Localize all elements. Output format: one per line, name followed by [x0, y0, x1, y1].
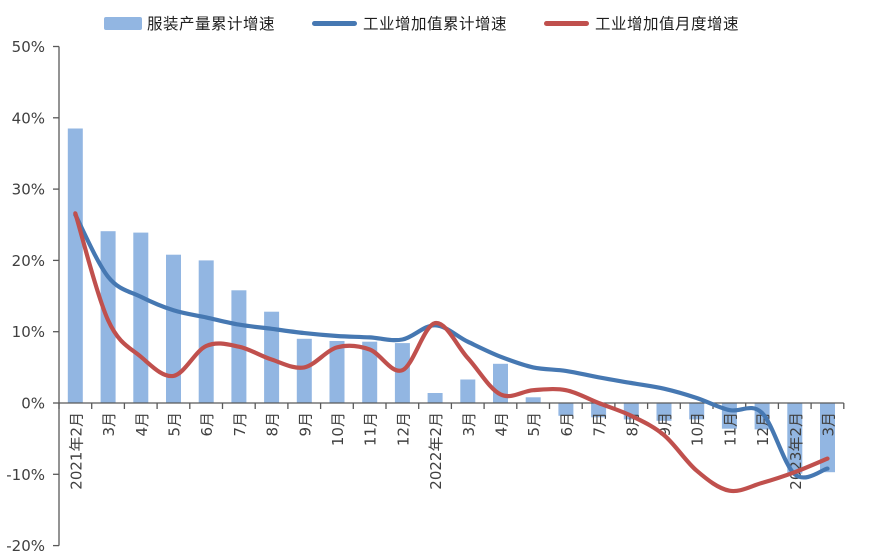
legend-label-iva-cumulative: 工业增加值累计增速	[363, 15, 508, 33]
bar	[362, 341, 378, 403]
blue-line-swatch-icon	[312, 20, 358, 26]
x-axis-label: 4月	[133, 412, 151, 437]
x-axis-label: 6月	[198, 412, 216, 437]
bar	[166, 254, 181, 403]
x-axis-label: 5月	[165, 412, 183, 437]
x-axis-label: 3月	[460, 412, 478, 437]
y-axis-label: -20%	[6, 537, 45, 555]
bar	[525, 397, 541, 403]
bar	[133, 232, 149, 403]
x-axis-label: 3月	[819, 412, 837, 437]
x-axis-label: 7月	[591, 412, 609, 437]
x-axis-label: 7月	[231, 412, 249, 437]
y-axis-label: 50%	[12, 38, 45, 56]
x-axis-label: 2022年2月	[427, 412, 445, 490]
cumulative-growth-line	[73, 212, 830, 480]
y-axis-label: 30%	[12, 181, 45, 199]
bar	[558, 403, 574, 416]
bar	[394, 343, 410, 403]
x-axis-label: 4月	[492, 412, 510, 437]
chart-legend: 服装产量累计增速 工业增加值累计增速 工业增加值月度增速	[104, 12, 739, 34]
bar	[198, 260, 214, 403]
bar-series-swatch-icon	[104, 16, 142, 30]
bar	[427, 393, 443, 403]
x-axis-label: 2021年2月	[67, 412, 85, 490]
x-axis-label: 12月	[394, 412, 412, 446]
y-axis-label: -10%	[6, 466, 45, 484]
y-axis-label: 20%	[12, 252, 45, 270]
legend-item-iva-monthly: 工业增加值月度增速	[544, 12, 739, 34]
bar	[787, 403, 803, 474]
red-line-swatch-icon	[544, 20, 590, 26]
bar	[296, 338, 312, 403]
x-axis-label: 10月	[329, 412, 347, 446]
bar	[820, 403, 835, 473]
bar	[656, 403, 672, 421]
bar	[460, 379, 476, 403]
y-axis-label: 0%	[21, 395, 45, 413]
bar	[67, 128, 83, 403]
x-axis-label: 11月	[362, 412, 380, 446]
x-axis-label: 8月	[264, 412, 282, 437]
x-axis-label: 5月	[525, 412, 543, 437]
monthly-growth-line	[73, 211, 830, 494]
x-axis-label: 11月	[721, 412, 739, 446]
legend-item-iva-cumulative: 工业增加值累计增速	[312, 12, 507, 34]
x-axis-label: 3月	[100, 412, 118, 437]
legend-label-iva-monthly: 工业增加值月度增速	[595, 15, 740, 33]
x-axis-label: 10月	[689, 412, 707, 446]
x-axis-label: 6月	[558, 412, 576, 437]
bar	[329, 341, 345, 403]
legend-label-apparel-output: 服装产量累计增速	[147, 15, 276, 33]
legend-item-apparel-output: 服装产量累计增速	[104, 12, 275, 34]
y-axis-label: 40%	[12, 109, 45, 127]
y-axis-label: 10%	[12, 323, 45, 341]
bar	[689, 403, 705, 420]
x-axis-label: 9月	[296, 412, 314, 437]
